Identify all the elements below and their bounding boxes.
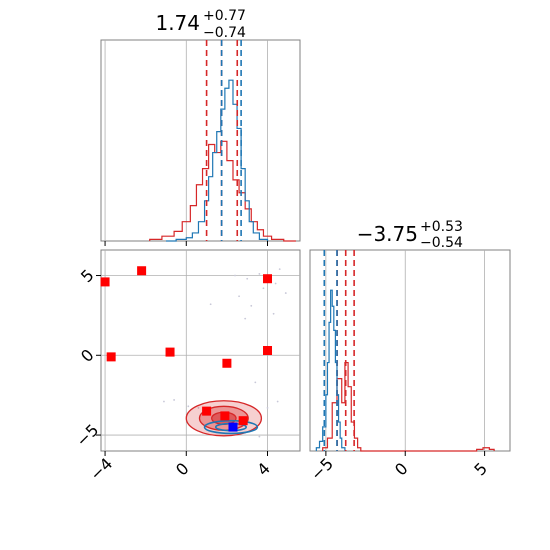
scatter-point-17 <box>197 407 200 409</box>
truth-marker-red-1 <box>137 266 147 276</box>
scatter-point-14 <box>266 407 269 409</box>
truth-marker-red-0 <box>100 277 110 287</box>
panel-d-histograms <box>315 289 495 452</box>
panel-d-x-label-2: 5 <box>470 459 491 480</box>
scatter-point-0 <box>246 277 249 280</box>
scatter-point-18 <box>272 312 275 315</box>
panel-a-quantile-lines <box>205 40 242 241</box>
panel-d-quantile-lines <box>323 250 355 451</box>
scatter-point-15 <box>258 435 261 438</box>
panel-c-x-label-0: −4 <box>86 454 116 484</box>
panel-a-title-minus: −0.74 <box>203 25 246 41</box>
panel-a-histograms <box>149 79 296 242</box>
panel-a-title-value: 1.74 <box>155 11 200 35</box>
truth-marker-red-3 <box>106 352 116 362</box>
truth-marker-blue-0 <box>228 422 238 432</box>
scatter-point-5 <box>278 268 281 271</box>
panel-a-title-plus: +0.77 <box>203 8 246 24</box>
panel-d-x-label-0: −5 <box>307 454 337 484</box>
scatter-point-16 <box>163 400 165 403</box>
scatter-point-10 <box>254 381 257 384</box>
panel-param2-histogram: −5 0 5 −3.75 +0.53 −0.54 <box>307 219 511 484</box>
contour-blue-outer <box>203 419 259 435</box>
scatter-point-9 <box>209 303 212 306</box>
truth-marker-red-6 <box>263 346 273 355</box>
scatter-point-7 <box>284 292 287 294</box>
scatter-point-2 <box>274 282 277 285</box>
panel-a-grid <box>104 40 268 241</box>
panel-c-x-label-2: 4 <box>253 459 274 480</box>
panel-d-hist-red <box>322 361 495 452</box>
truth-marker-red-7 <box>202 406 212 416</box>
panel-c-scatter-points <box>163 268 287 438</box>
scatter-point-19 <box>244 317 247 320</box>
panel-c-y-label-2: 5 <box>77 266 98 287</box>
scatter-point-12 <box>276 400 279 403</box>
truth-marker-red-8 <box>220 411 230 421</box>
scatter-point-3 <box>238 295 240 298</box>
panel-d-hist-blue <box>315 289 346 451</box>
scatter-point-1 <box>258 273 261 275</box>
panel-d-title-value: −3.75 <box>357 222 418 246</box>
scatter-point-13 <box>187 405 190 408</box>
panel-d-ticks: −5 0 5 <box>307 451 491 484</box>
truth-marker-red-5 <box>222 358 232 368</box>
truth-marker-red-2 <box>263 274 273 284</box>
truth-marker-red-4 <box>165 347 175 357</box>
panel-d-title-plus: +0.53 <box>420 219 463 235</box>
panel-d-frame <box>309 249 511 452</box>
scatter-point-6 <box>262 287 265 290</box>
truth-marker-red-9 <box>238 416 248 426</box>
panel-c-y-label-1: 0 <box>77 345 98 366</box>
panel-d-title-minus: −0.54 <box>420 235 463 251</box>
scatter-point-11 <box>173 399 176 401</box>
panel-joint-scatter: −4 0 4 −5 0 5 <box>72 249 301 484</box>
panel-a-hist-red <box>149 140 296 242</box>
panel-d-x-label-1: 0 <box>391 459 412 480</box>
panel-c-x-label-1: 0 <box>172 459 193 480</box>
panel-a-hist-blue <box>165 79 269 242</box>
panel-a-frame <box>100 39 301 242</box>
panel-a-ticks <box>104 241 269 246</box>
panel-param1-histogram: 1.74 +0.77 −0.74 <box>100 8 301 246</box>
panel-c-y-label-0: −5 <box>72 420 102 450</box>
panel-c-truth-markers <box>100 266 273 432</box>
scatter-point-8 <box>234 274 236 277</box>
scatter-point-4 <box>250 304 253 307</box>
